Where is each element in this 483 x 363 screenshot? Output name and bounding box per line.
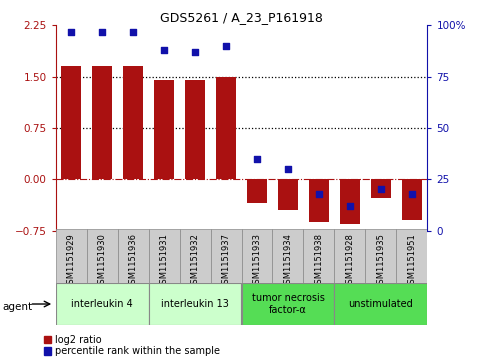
Point — [284, 166, 292, 172]
Bar — [334, 283, 427, 325]
Bar — [149, 283, 242, 325]
Text: GSM1151933: GSM1151933 — [253, 233, 261, 289]
Bar — [242, 229, 272, 285]
Point — [98, 29, 106, 34]
Bar — [272, 229, 303, 285]
Text: GSM1151934: GSM1151934 — [284, 233, 293, 289]
Text: GSM1151937: GSM1151937 — [222, 233, 230, 289]
Bar — [86, 229, 117, 285]
Bar — [334, 229, 366, 285]
Text: GSM1151938: GSM1151938 — [314, 233, 324, 289]
Bar — [211, 229, 242, 285]
Text: GSM1151935: GSM1151935 — [376, 233, 385, 289]
Bar — [180, 229, 211, 285]
Text: interleukin 4: interleukin 4 — [71, 299, 133, 309]
Bar — [371, 179, 391, 198]
Point — [222, 43, 230, 49]
Text: GSM1151929: GSM1151929 — [67, 233, 75, 289]
Text: agent: agent — [2, 302, 32, 312]
Bar — [56, 229, 86, 285]
Text: GSM1151930: GSM1151930 — [98, 233, 107, 289]
Bar — [154, 80, 174, 179]
Bar — [278, 179, 298, 210]
Bar — [92, 66, 112, 179]
Bar — [247, 179, 267, 203]
Point — [160, 47, 168, 53]
Bar — [366, 229, 397, 285]
Legend: log2 ratio, percentile rank within the sample: log2 ratio, percentile rank within the s… — [43, 335, 220, 356]
Point — [253, 156, 261, 162]
Bar — [117, 229, 149, 285]
Point — [346, 203, 354, 209]
Text: GSM1151951: GSM1151951 — [408, 233, 416, 289]
Text: GSM1151931: GSM1151931 — [159, 233, 169, 289]
Bar — [340, 179, 360, 224]
Bar — [56, 283, 149, 325]
Bar — [242, 283, 334, 325]
Bar — [149, 229, 180, 285]
Point — [191, 49, 199, 55]
Point — [408, 191, 416, 196]
Bar — [303, 229, 334, 285]
Point — [129, 29, 137, 34]
Text: interleukin 13: interleukin 13 — [161, 299, 229, 309]
Text: GSM1151932: GSM1151932 — [190, 233, 199, 289]
Text: GSM1151928: GSM1151928 — [345, 233, 355, 289]
Point — [315, 191, 323, 196]
Bar — [309, 179, 329, 222]
Point — [67, 29, 75, 34]
Text: tumor necrosis
factor-α: tumor necrosis factor-α — [252, 293, 325, 315]
Point — [377, 187, 385, 192]
Text: unstimulated: unstimulated — [349, 299, 413, 309]
Text: GSM1151936: GSM1151936 — [128, 233, 138, 289]
Bar — [123, 66, 143, 179]
Title: GDS5261 / A_23_P161918: GDS5261 / A_23_P161918 — [160, 11, 323, 24]
Bar — [397, 229, 427, 285]
Bar — [61, 66, 81, 179]
Bar — [216, 77, 236, 179]
Bar — [185, 80, 205, 179]
Bar — [402, 179, 422, 220]
